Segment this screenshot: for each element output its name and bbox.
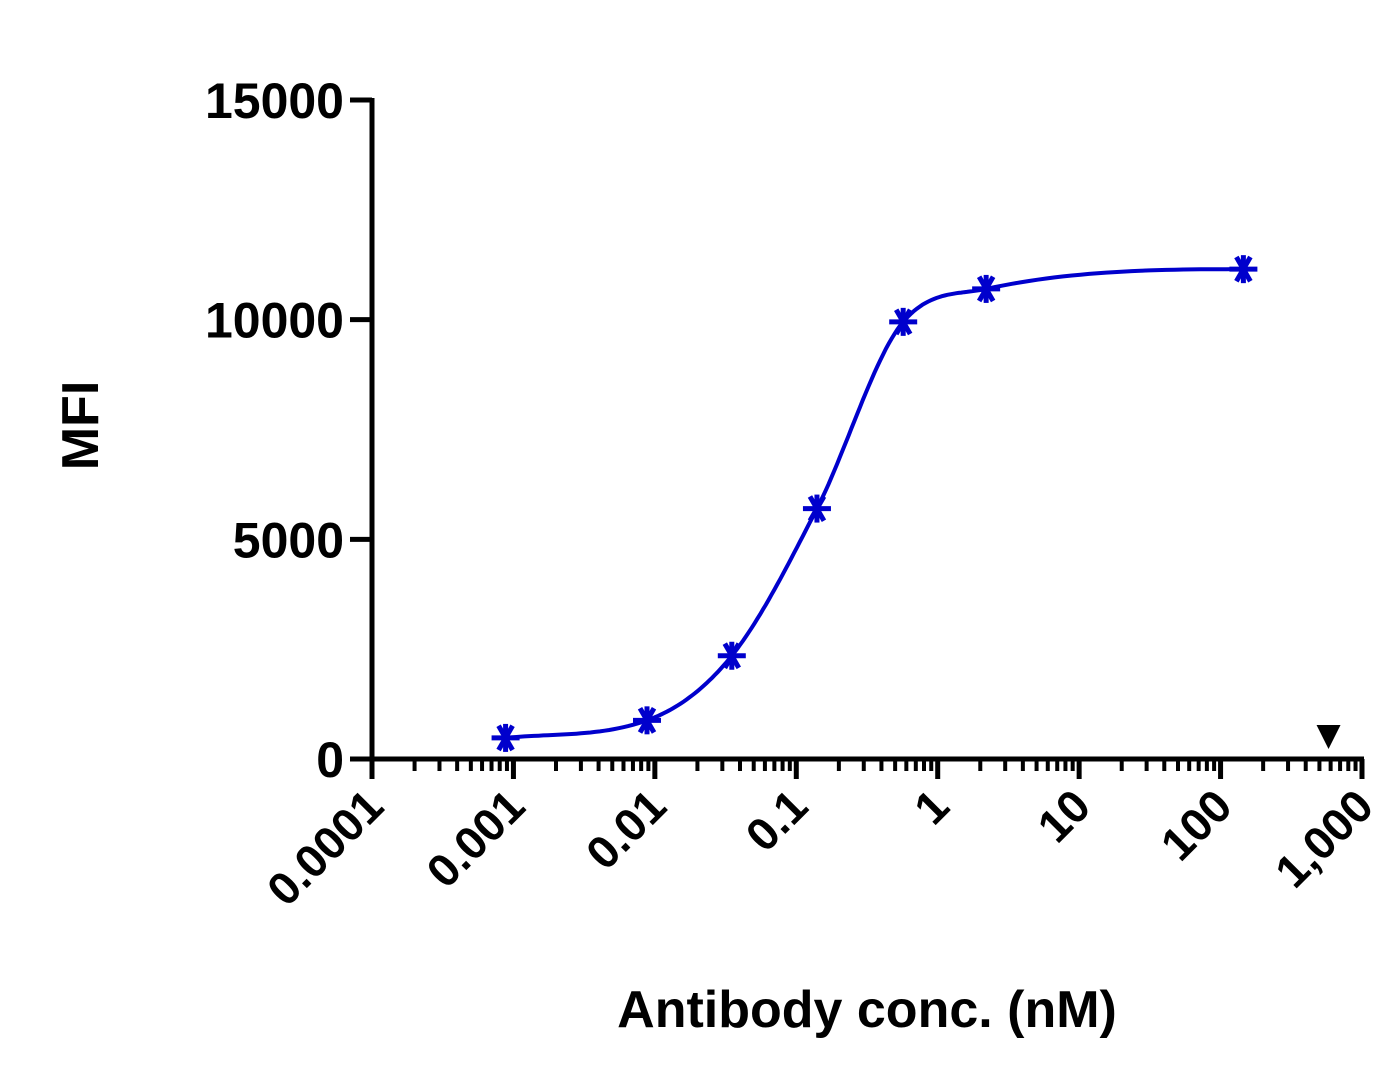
y-tick-label: 15000 xyxy=(205,73,344,129)
y-axis-title: MFI xyxy=(52,381,110,471)
x-tick-label: 10 xyxy=(1027,779,1100,852)
y-tick-label: 0 xyxy=(316,732,344,788)
x-tick-label: 0.01 xyxy=(576,779,676,879)
x-tick-label: 100 xyxy=(1151,779,1242,870)
x-tick-label: 1 xyxy=(904,779,959,834)
x-tick-label: 0.1 xyxy=(735,779,817,861)
x-tick-label: 1,000 xyxy=(1265,779,1383,897)
y-tick-label: 5000 xyxy=(233,512,344,568)
data-point xyxy=(1229,255,1258,284)
data-point xyxy=(1316,725,1341,750)
data-point xyxy=(633,706,662,735)
data-point xyxy=(491,723,520,752)
data-point xyxy=(802,494,831,523)
data-point xyxy=(889,307,918,336)
x-tick-label: 0.0001 xyxy=(257,779,393,915)
axes xyxy=(350,97,1365,779)
tick-labels: 0 5000 10000 15000 0.0001 0.001 0.01 0.1 1 10 100 1… xyxy=(205,73,1383,916)
x-axis-title: Antibody conc. (nM) xyxy=(617,981,1117,1039)
plot-area xyxy=(491,255,1341,752)
y-tick-label: 10000 xyxy=(205,293,344,349)
fit-curve xyxy=(505,267,1244,740)
data-point xyxy=(972,274,1001,303)
x-tick-label: 0.001 xyxy=(416,779,534,897)
data-point xyxy=(717,641,746,670)
